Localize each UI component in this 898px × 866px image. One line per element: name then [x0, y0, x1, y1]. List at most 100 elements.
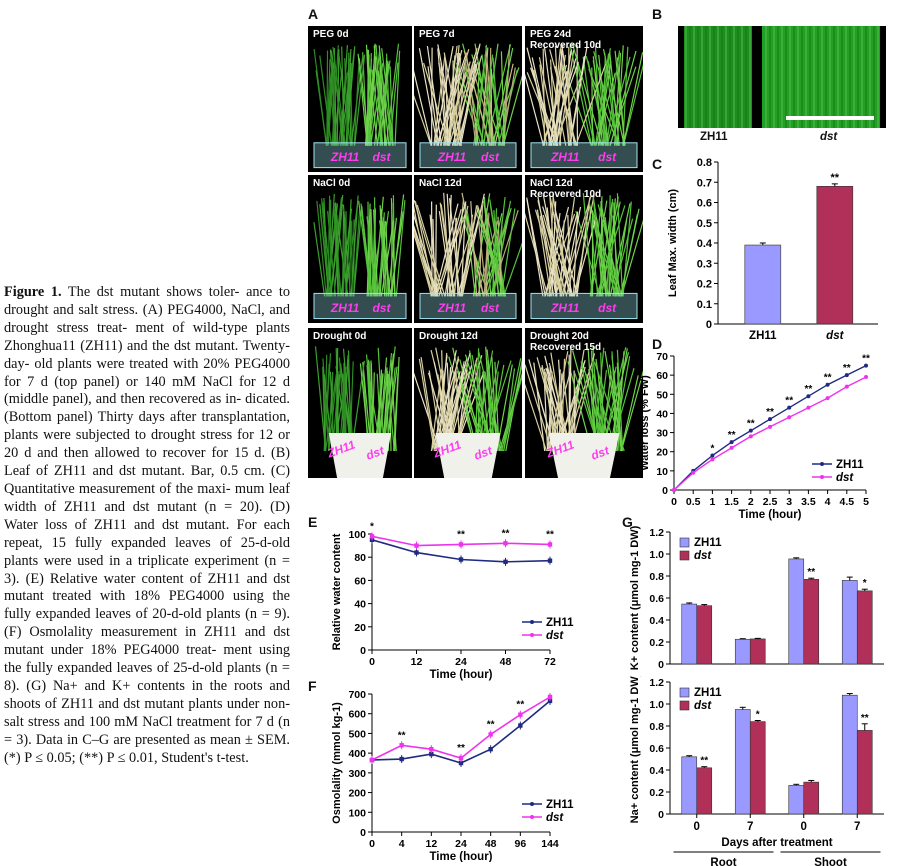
- leaf-blade: [486, 207, 510, 297]
- panel-label-f: F: [308, 678, 317, 694]
- photo-title: NaCl 0d: [313, 178, 351, 189]
- leaf-blade: [503, 44, 511, 146]
- significance-mark: **: [502, 528, 510, 539]
- caption-line: PEG4000, NaCl, and drought stress treat-: [4, 301, 290, 336]
- x-tick-label: 0: [369, 838, 375, 850]
- caption-line: for 7 d (top panel) or 140 mM NaCl for 1…: [4, 373, 290, 390]
- caption-line: mutant. For each repeat, 15 fully expand…: [4, 516, 290, 551]
- panel-label-e: E: [308, 514, 318, 530]
- caption-line: 7 d (n = 3). Data in C–G are presented a…: [4, 713, 291, 748]
- legend-label: dst: [694, 700, 712, 712]
- legend-label: dst: [836, 472, 854, 484]
- leaf-blade: [313, 49, 327, 146]
- panel-label-c: C: [652, 156, 663, 172]
- y-tick-label: 20: [656, 447, 668, 459]
- leaf-blade: [545, 215, 563, 297]
- data-point: [458, 755, 464, 761]
- y-tick-label: 1.0: [649, 549, 664, 561]
- leaf-blade: [461, 214, 474, 297]
- bar: [803, 781, 820, 815]
- stress-photo: Drought 12d ZH11 dst: [414, 328, 522, 478]
- caption-line: expanded leaves of 20-d-old plants (n = …: [35, 606, 291, 623]
- x-tick-label: 4: [399, 838, 405, 850]
- y-axis-label: K+ content (μmol mg-1 DW): [629, 525, 641, 670]
- leaf-blade: [569, 44, 593, 146]
- leaf-blade: [585, 55, 609, 146]
- photo-title: NaCl 12d Recovered 10d: [530, 178, 602, 200]
- x-tick-label: 24: [455, 656, 467, 668]
- leaf-blade: [414, 372, 441, 452]
- leaf-blade: [544, 206, 570, 297]
- leaf-blade: [500, 51, 505, 146]
- leaf-blade: [478, 221, 487, 297]
- y-tick-label: 0.4: [649, 615, 664, 627]
- bar: [749, 638, 766, 665]
- leaf-blade: [366, 49, 378, 146]
- leaf-blade: [616, 349, 624, 452]
- data-point: [748, 428, 753, 433]
- y-axis-label: Relative water content: [331, 533, 343, 650]
- legend-label: ZH11: [836, 459, 864, 471]
- category-label: dst: [826, 330, 844, 342]
- leaf-blade: [542, 64, 568, 146]
- leaf-blade: [380, 220, 395, 297]
- photo-title: PEG 0d: [313, 29, 349, 40]
- leaf-blade: [526, 47, 553, 146]
- data-point: [864, 375, 868, 380]
- leaf-blade: [500, 375, 522, 452]
- significance-mark: **: [728, 430, 736, 441]
- data-point: [547, 694, 553, 700]
- y-tick-label: 0: [658, 659, 664, 671]
- photo-title: NaCl 12d: [419, 178, 462, 189]
- leaf-blade: [542, 214, 568, 297]
- data-point: [458, 542, 464, 547]
- category-label: ZH11: [749, 330, 777, 342]
- stress-photo: Drought 20d Recovered 15d ZH11 dst: [525, 328, 643, 478]
- panel-b-leaf-photo: [678, 26, 886, 128]
- leaf-blade: [539, 64, 551, 146]
- leaf-blade: [492, 57, 500, 146]
- significance-mark: **: [824, 373, 832, 384]
- leaf-blade: [525, 73, 545, 146]
- data-point: [399, 743, 404, 748]
- leaf-blade: [595, 72, 616, 146]
- data-point: [518, 712, 523, 717]
- hydroponic-box: [313, 142, 407, 169]
- leaf-blade: [394, 50, 401, 146]
- leaf-blade: [366, 203, 371, 297]
- y-tick-label: 0.7: [697, 177, 712, 189]
- significance-mark: **: [516, 700, 524, 711]
- data-point: [806, 394, 811, 399]
- x-tick-label: 7: [854, 821, 860, 833]
- leaf-blade: [622, 46, 629, 146]
- genotype-tag: dst: [480, 150, 499, 164]
- significance-mark: **: [805, 384, 813, 395]
- leaf-blade: [414, 214, 439, 297]
- data-point: [729, 440, 734, 445]
- significance-mark: **: [766, 407, 774, 418]
- data-point: [787, 405, 792, 410]
- leaf-blade: [393, 372, 399, 452]
- y-axis-label: Leaf Max. width (cm): [667, 189, 679, 298]
- leaf-blade: [320, 214, 331, 297]
- leaf-blade: [612, 218, 634, 297]
- genotype-tag: dst: [372, 150, 391, 164]
- data-point: [458, 557, 464, 562]
- y-tick-label: 0.8: [697, 157, 712, 169]
- stress-photo: NaCl 12d ZH11 dst: [414, 175, 522, 323]
- y-tick-label: 0: [706, 319, 712, 331]
- x-tick-label: 48: [485, 838, 497, 850]
- leaf-blade: [338, 53, 352, 146]
- bar: [788, 558, 805, 665]
- leaf-blade: [573, 195, 595, 297]
- data-point: [414, 550, 419, 555]
- y-tick-label: 0.6: [649, 743, 664, 755]
- caption-line: water content of ZH11 and dst mutant: [4, 570, 290, 605]
- y-tick-label: 500: [348, 728, 366, 740]
- leaf-blade: [418, 48, 438, 146]
- data-point: [547, 542, 553, 547]
- y-tick-label: 0.6: [697, 198, 712, 210]
- leaf-blade: [377, 70, 387, 146]
- leaf-blade: [369, 51, 381, 146]
- leaf-blade: [546, 207, 557, 297]
